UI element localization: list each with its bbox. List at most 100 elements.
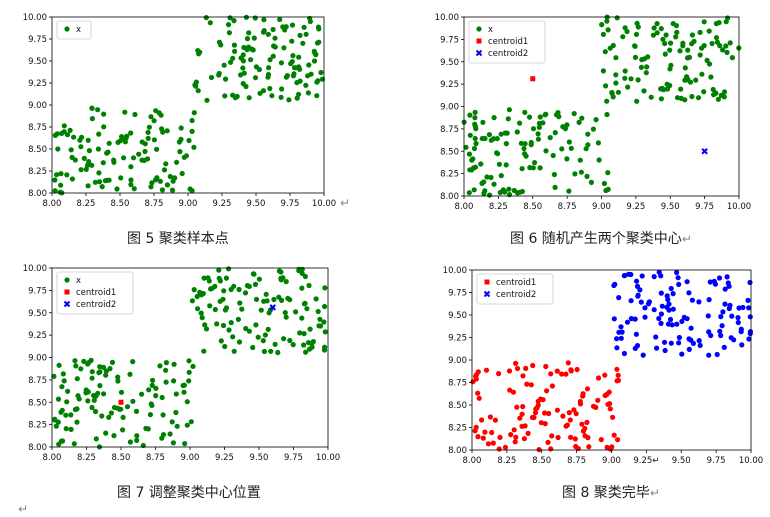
data-point (99, 184, 105, 190)
data-point (706, 297, 712, 303)
data-point (661, 339, 668, 345)
data-point (69, 176, 75, 182)
data-point (303, 31, 309, 37)
data-point (322, 303, 328, 310)
data-point (317, 323, 324, 329)
data-point (632, 43, 638, 49)
data-point (58, 171, 64, 177)
data-point (707, 279, 713, 285)
data-point (68, 426, 74, 432)
data-point (316, 26, 322, 32)
data-point (148, 184, 154, 190)
data-point (469, 167, 475, 173)
caption-text: 图 8 聚类完毕 (562, 485, 650, 501)
y-tick-label: 9.75 (440, 35, 459, 45)
data-point (720, 309, 726, 315)
data-point (103, 430, 109, 436)
data-point (191, 144, 197, 150)
data-point (719, 323, 725, 329)
data-point (659, 303, 665, 309)
data-point (522, 141, 528, 147)
data-point (603, 187, 609, 194)
data-point (614, 15, 620, 21)
data-point (297, 32, 303, 39)
data-point (715, 96, 721, 102)
data-point (491, 136, 497, 142)
x-tick-label: 9.75 (284, 453, 303, 463)
data-point (263, 291, 269, 297)
data-point (514, 129, 520, 135)
figure-5-scatter-chart: 8.00 8.25 8.50 8.75 9.00 9.25 9.50 9.75 10.00 8.0… (23, 13, 337, 209)
legend-marker-stroke (483, 290, 491, 298)
return-mark: ↵ (649, 486, 660, 500)
data-point (243, 325, 249, 332)
data-point (258, 307, 264, 313)
data-point (203, 15, 209, 21)
data-point (223, 76, 229, 82)
data-point (243, 83, 249, 90)
data-point (169, 187, 176, 193)
data-point (505, 116, 511, 122)
data-point (314, 93, 320, 99)
data-point (576, 119, 582, 125)
data-point (568, 145, 574, 151)
data-point (503, 141, 509, 147)
data-point (71, 134, 77, 140)
data-point (729, 313, 735, 319)
data-point (85, 137, 91, 143)
data-point (315, 308, 321, 315)
centroid-marker (701, 148, 708, 155)
data-point (604, 111, 610, 118)
data-point (528, 142, 534, 148)
data-point (714, 351, 720, 358)
x-tick-label: 8.75 (558, 202, 577, 212)
data-point (265, 71, 272, 78)
data-point (301, 342, 307, 348)
data-point (306, 62, 312, 68)
data-point (523, 365, 529, 371)
data-point (275, 349, 281, 356)
data-point (490, 440, 496, 446)
legend-marker (484, 279, 490, 285)
data-point (283, 314, 289, 320)
data-point (503, 162, 509, 168)
data-point (122, 139, 128, 145)
data-point (600, 68, 606, 74)
data-point (480, 435, 486, 441)
data-point (164, 128, 170, 134)
data-point (226, 327, 232, 333)
data-point (281, 336, 287, 342)
data-point (52, 177, 58, 183)
data-point (304, 306, 310, 312)
data-point (684, 74, 690, 80)
data-point (89, 375, 95, 381)
data-point (106, 140, 112, 146)
data-point (634, 98, 640, 104)
data-point (195, 306, 201, 312)
data-point (173, 409, 179, 416)
data-point (718, 332, 724, 339)
legend-marker (64, 289, 70, 295)
data-point (667, 47, 673, 53)
data-point (284, 73, 290, 79)
data-point (476, 395, 482, 401)
data-point (307, 18, 313, 25)
data-point (614, 345, 620, 351)
data-point (467, 132, 473, 138)
data-point (486, 132, 492, 138)
data-point (520, 404, 526, 410)
x-tick-label: 9.25 (626, 202, 645, 212)
data-point (480, 119, 486, 125)
figure-6-scatter-chart: 8.00 8.25 8.50 8.75 9.00 9.25 9.50 9.75 10.00 8.0… (435, 13, 752, 212)
y-tick-label: 8.25 (448, 424, 467, 434)
y-tick-label: 9.25 (28, 331, 47, 341)
data-point (201, 275, 207, 281)
data-point (286, 97, 292, 103)
data-point (218, 42, 224, 48)
data-point (220, 322, 227, 329)
data-point (157, 178, 163, 184)
y-tick-label: 9.25 (448, 334, 467, 344)
data-point (717, 328, 723, 334)
data-point (167, 173, 173, 180)
data-point (572, 171, 578, 177)
